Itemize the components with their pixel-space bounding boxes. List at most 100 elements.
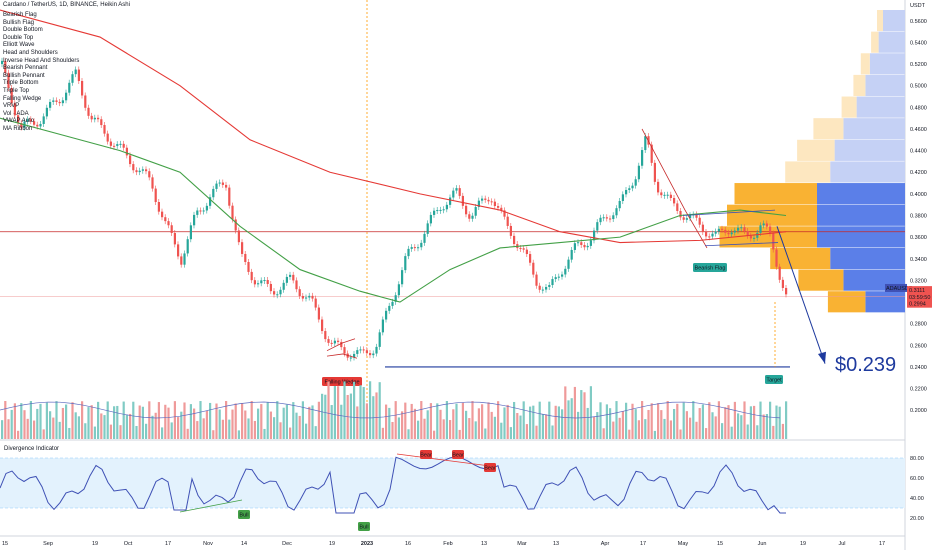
- volume-bar: [471, 401, 474, 439]
- indicator-vwap[interactable]: VWAP Auto: [3, 118, 35, 125]
- candle-body: [119, 143, 122, 145]
- volume-bar: [564, 386, 567, 439]
- candle-body: [573, 243, 576, 250]
- indicator-triple-top[interactable]: Triple Top: [3, 87, 30, 94]
- candle-body: [561, 274, 564, 277]
- volume-bar: [282, 407, 285, 439]
- volume-bar: [666, 401, 669, 439]
- volume-bar: [589, 386, 592, 439]
- candle-body: [471, 215, 474, 219]
- time-tick-label: 19: [800, 541, 806, 547]
- candle-body: [381, 319, 384, 333]
- volume-bar: [724, 407, 727, 439]
- flag-upper-line: [682, 209, 776, 216]
- target-badge-text: Target: [766, 378, 782, 384]
- volume-bar: [39, 403, 42, 439]
- price-tick-label: 0.5600: [910, 19, 927, 25]
- candle-body: [458, 188, 461, 196]
- volume-bar: [29, 401, 32, 439]
- time-tick-label: Nov: [203, 541, 213, 547]
- volume-bar: [279, 422, 282, 439]
- volume-bar: [458, 429, 461, 439]
- volume-bar: [388, 407, 391, 439]
- bearish-flag-badge: [693, 263, 727, 272]
- candle-body: [4, 60, 7, 73]
- candle-body: [385, 310, 388, 320]
- time-tick-label: May: [678, 541, 689, 547]
- indicator-bullish-pennant[interactable]: Bullish Pennant: [3, 72, 45, 79]
- candle-body: [7, 72, 10, 89]
- candle-body: [689, 215, 692, 219]
- volume-bar: [397, 417, 400, 439]
- candle-body: [241, 242, 244, 254]
- volume-bar: [535, 425, 538, 439]
- indicator-vrvp[interactable]: VRVP: [3, 103, 20, 110]
- volume-bar: [401, 411, 404, 439]
- candle-body: [209, 197, 212, 206]
- indicator-inverse-head-shoulders[interactable]: Inverse Head And Shoulders: [3, 57, 80, 64]
- candle-body: [180, 256, 183, 265]
- volume-bar: [545, 414, 548, 439]
- volume-bar: [580, 390, 583, 439]
- indicator-double-top[interactable]: Double Top: [3, 34, 34, 41]
- time-tick-label: 17: [165, 541, 171, 547]
- osc-tick-label: 80.00: [910, 456, 924, 462]
- volume-bar: [609, 408, 612, 439]
- volume-bar: [113, 406, 116, 439]
- indicator-elliott-wave[interactable]: Elliott Wave: [3, 42, 35, 49]
- time-tick-label: 14: [241, 541, 247, 547]
- candle-body: [68, 82, 71, 93]
- candle-body: [289, 274, 292, 277]
- indicator-ma-ribbon[interactable]: MA Ribbon: [3, 125, 33, 132]
- volume-bar: [103, 415, 106, 439]
- candle-body: [148, 171, 151, 178]
- candle-body: [705, 232, 708, 237]
- candle-body: [682, 217, 685, 220]
- candle-body: [391, 301, 394, 306]
- candle-body: [593, 230, 596, 241]
- price-tick-label: 0.5400: [910, 40, 927, 46]
- volume-profile-bar: [841, 96, 857, 118]
- volume-ma-line: [0, 401, 781, 419]
- volume-bar: [689, 417, 692, 439]
- candle-body: [708, 236, 711, 238]
- volume-bar: [1, 420, 4, 439]
- volume-bar: [618, 417, 621, 439]
- target-badge: [765, 375, 783, 384]
- indicator-bearish-pennant[interactable]: Bearish Pennant: [3, 65, 48, 72]
- candle-body: [570, 249, 573, 260]
- wedge-line: [326, 353, 358, 359]
- indicator-bearish-flag[interactable]: Bearish Flag: [3, 12, 37, 18]
- volume-bar: [68, 427, 71, 439]
- candle-body: [193, 214, 196, 226]
- candle-body: [551, 279, 554, 286]
- price-tick-label: 0.2400: [910, 365, 927, 371]
- candle-body: [260, 280, 263, 284]
- candle-body: [669, 194, 672, 198]
- indicator-volume[interactable]: Vol · ADA: [3, 110, 29, 117]
- indicator-head-shoulders[interactable]: Head and Shoulders: [3, 49, 58, 56]
- volume-bar: [525, 424, 528, 439]
- volume-bar: [481, 404, 484, 439]
- volume-bar: [369, 381, 372, 439]
- candle-body: [445, 204, 448, 210]
- volume-bar: [90, 405, 93, 439]
- volume-bar: [749, 406, 752, 439]
- volume-bar: [71, 402, 74, 439]
- candle-body: [589, 240, 592, 246]
- volume-bar: [493, 416, 496, 439]
- indicator-triple-bottom[interactable]: Triple Bottom: [3, 80, 39, 87]
- indicator-bullish-flag[interactable]: Bullish Flag: [3, 19, 35, 26]
- volume-bar: [612, 421, 615, 439]
- volume-bar: [781, 423, 784, 439]
- indicator-falling-wedge[interactable]: Falling Wedge: [3, 95, 42, 102]
- indicator-double-bottom[interactable]: Double Bottom: [3, 27, 43, 34]
- candle-body: [423, 233, 426, 243]
- low-price-text: 0.2994: [909, 302, 926, 308]
- volume-bar: [164, 404, 167, 439]
- price-tick-label: 0.4600: [910, 127, 927, 133]
- candle-body: [164, 217, 167, 222]
- candle-body: [596, 222, 599, 231]
- volume-bar: [250, 401, 253, 439]
